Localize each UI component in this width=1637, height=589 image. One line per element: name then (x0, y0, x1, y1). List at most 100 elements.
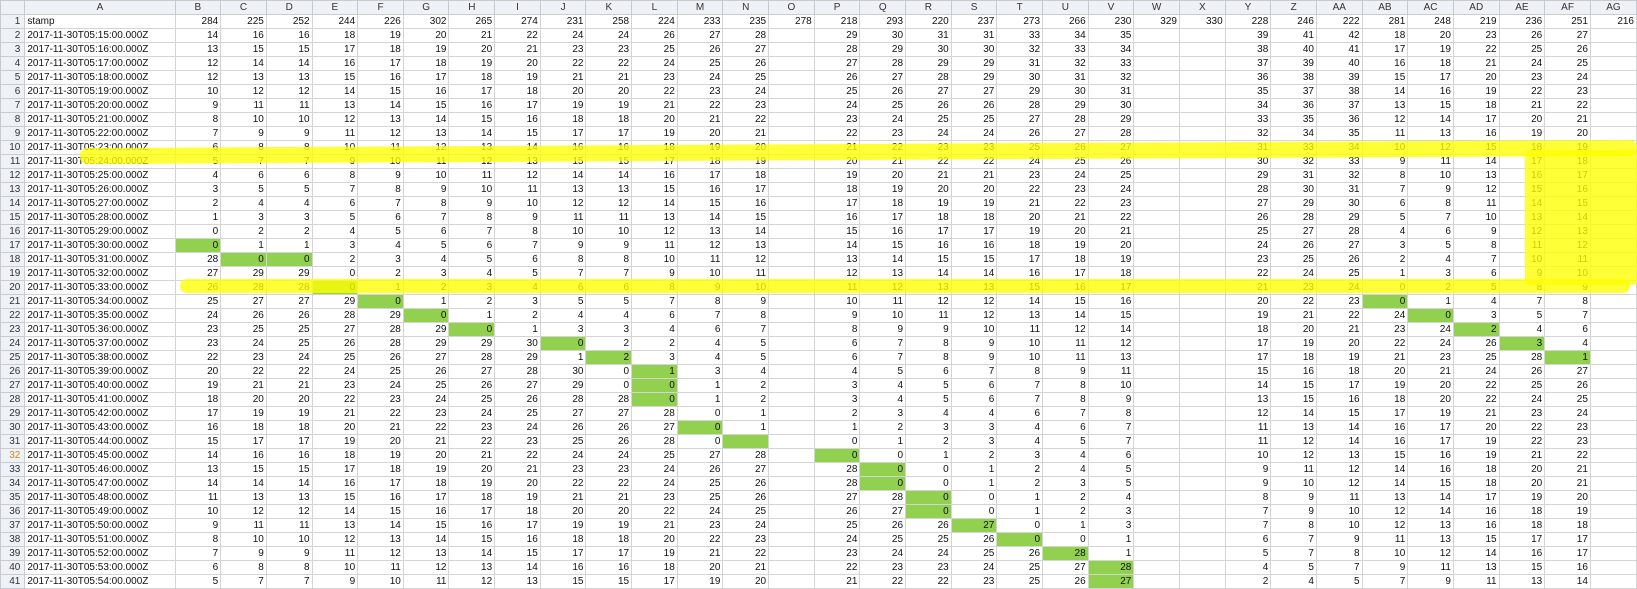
grid-cell[interactable]: 15 (631, 182, 678, 197)
grid-cell[interactable]: 21 (220, 378, 267, 393)
grid-cell[interactable]: 278 (768, 14, 815, 29)
grid-cell[interactable]: 26 (996, 546, 1044, 561)
grid-cell[interactable] (768, 56, 815, 71)
grid-cell[interactable]: 34 (1270, 126, 1317, 141)
grid-cell[interactable] (1589, 154, 1637, 169)
grid-cell[interactable]: 4 (585, 308, 633, 323)
grid-cell[interactable]: 5 (220, 182, 267, 197)
grid-cell[interactable]: 1 (1361, 266, 1409, 281)
grid-cell[interactable]: 24 (905, 546, 952, 561)
grid-cell[interactable]: 27 (1544, 364, 1591, 379)
row-number[interactable]: 3 (0, 42, 26, 57)
grid-cell[interactable]: 16 (311, 56, 359, 71)
grid-cell[interactable]: 30 (1042, 84, 1089, 99)
grid-cell[interactable]: 20 (631, 532, 678, 547)
grid-cell[interactable]: 18 (1498, 518, 1546, 533)
grid-cell[interactable] (1133, 140, 1180, 155)
column-header[interactable]: N (722, 0, 770, 15)
grid-cell[interactable]: 28 (813, 462, 861, 477)
grid-cell[interactable]: 24 (1407, 322, 1454, 337)
grid-cell[interactable]: 21 (402, 434, 450, 449)
grid-cell[interactable]: 39 (1224, 28, 1272, 43)
grid-cell[interactable]: 13 (950, 280, 998, 295)
grid-cell[interactable]: 34 (1042, 28, 1089, 43)
grid-cell[interactable]: 21 (357, 420, 404, 435)
grid-cell[interactable]: 39 (1270, 56, 1317, 71)
grid-cell[interactable]: 20 (402, 448, 450, 463)
grid-cell[interactable]: 2 (722, 378, 770, 393)
grid-cell[interactable] (1589, 504, 1637, 519)
grid-cell[interactable]: 29 (996, 84, 1044, 99)
grid-cell[interactable]: 25 (996, 560, 1044, 575)
grid-cell[interactable]: 21 (1452, 406, 1500, 421)
grid-cell[interactable] (1178, 364, 1226, 379)
grid-cell[interactable]: 19 (950, 196, 998, 211)
grid-cell[interactable]: 25 (494, 406, 541, 421)
grid-cell[interactable]: 29 (265, 266, 313, 281)
grid-cell[interactable]: 8 (220, 140, 267, 155)
grid-cell[interactable]: 14 (357, 98, 404, 113)
grid-cell[interactable]: 10 (402, 168, 450, 183)
grid-cell[interactable]: 18 (174, 392, 222, 407)
grid-cell[interactable]: 24 (265, 350, 313, 365)
grid-cell[interactable]: 7 (950, 364, 998, 379)
grid-cell[interactable]: 28 (1042, 112, 1089, 127)
grid-cell[interactable]: 2017-11-30T05:21:00.000Z (24, 112, 176, 127)
grid-cell[interactable]: 12 (539, 196, 587, 211)
grid-cell[interactable]: 22 (1544, 98, 1591, 113)
grid-cell[interactable] (768, 280, 815, 295)
grid-cell[interactable]: 23 (494, 434, 541, 449)
grid-cell[interactable]: 33 (1224, 112, 1272, 127)
row-number[interactable]: 8 (0, 112, 26, 127)
grid-cell[interactable]: 7 (1498, 294, 1546, 309)
grid-cell[interactable]: 7 (1224, 518, 1272, 533)
grid-cell[interactable]: 11 (1224, 420, 1272, 435)
grid-cell[interactable] (768, 196, 815, 211)
grid-cell[interactable]: 8 (905, 336, 952, 351)
grid-cell[interactable] (768, 70, 815, 85)
grid-cell[interactable]: 5 (402, 238, 450, 253)
grid-cell[interactable]: 5 (1452, 280, 1500, 295)
grid-cell[interactable]: 19 (1544, 140, 1591, 155)
grid-cell[interactable] (1178, 252, 1226, 267)
grid-cell[interactable]: 17 (448, 504, 496, 519)
grid-cell[interactable]: 2017-11-30T05:37:00.000Z (24, 336, 176, 351)
grid-cell[interactable]: 4 (220, 196, 267, 211)
grid-cell[interactable]: 16 (1452, 126, 1500, 141)
grid-cell[interactable]: 3 (357, 252, 404, 267)
grid-cell[interactable]: 31 (1315, 182, 1363, 197)
grid-cell[interactable]: 21 (1452, 56, 1500, 71)
grid-cell[interactable]: 29 (1224, 168, 1272, 183)
grid-cell[interactable]: 1 (402, 294, 450, 309)
grid-cell[interactable]: 7 (585, 266, 633, 281)
grid-cell[interactable]: 19 (1361, 378, 1409, 393)
grid-cell[interactable] (1133, 252, 1180, 267)
grid-cell[interactable]: 16 (1407, 448, 1454, 463)
grid-cell[interactable] (1133, 182, 1180, 197)
grid-cell[interactable]: 23 (1498, 70, 1546, 85)
grid-cell[interactable]: 24 (1407, 336, 1454, 351)
grid-cell[interactable]: 8 (174, 112, 222, 127)
grid-cell[interactable]: 4 (950, 406, 998, 421)
grid-cell[interactable]: 7 (174, 546, 222, 561)
grid-cell[interactable]: 25 (1498, 378, 1546, 393)
grid-cell[interactable]: 25 (1452, 350, 1500, 365)
grid-cell[interactable]: 22 (676, 98, 724, 113)
grid-cell[interactable] (1589, 56, 1637, 71)
grid-cell[interactable]: 6 (539, 280, 587, 295)
grid-cell[interactable] (768, 392, 815, 407)
grid-cell[interactable]: 12 (357, 546, 404, 561)
grid-cell[interactable]: 24 (950, 560, 998, 575)
grid-cell[interactable]: 3 (813, 392, 861, 407)
grid-cell[interactable]: 3 (1087, 504, 1135, 519)
grid-cell[interactable]: 4 (996, 434, 1044, 449)
grid-cell[interactable]: 7 (357, 196, 404, 211)
grid-cell[interactable]: 17 (1498, 532, 1546, 547)
grid-cell[interactable]: 17 (905, 224, 952, 239)
grid-cell[interactable]: 10 (220, 112, 267, 127)
grid-cell[interactable]: 16 (265, 448, 313, 463)
grid-cell[interactable]: 11 (402, 154, 450, 169)
grid-cell[interactable]: 12 (402, 140, 450, 155)
grid-cell[interactable]: 8 (1087, 406, 1135, 421)
grid-cell[interactable]: 38 (1315, 84, 1363, 99)
